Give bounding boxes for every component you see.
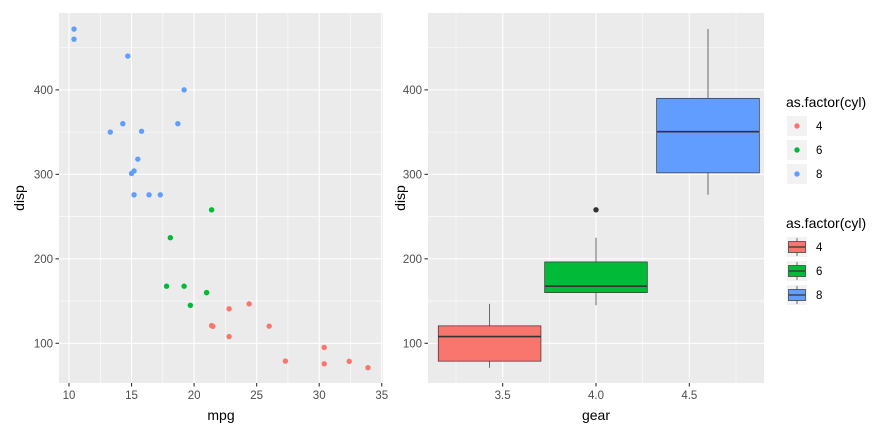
y-tick-label: 400 — [34, 85, 53, 97]
legend-item-8: 8 — [787, 164, 822, 184]
data-point-cyl-8 — [131, 192, 137, 198]
data-point-cyl-6 — [167, 235, 174, 241]
box-cyl-8 — [656, 29, 760, 195]
legend-point: as.factor(cyl) 4 6 8 — [786, 94, 866, 184]
data-point-cyl-8 — [71, 36, 77, 42]
data-point-cyl-4 — [365, 365, 371, 371]
legend-item-4: 4 — [787, 116, 823, 136]
data-point-cyl-8 — [120, 120, 126, 127]
legend-item-4: 4 — [787, 237, 823, 257]
boxplot-panel: 3.5 4.0 4.5 100 200 300 400 gear disp — [392, 13, 764, 423]
legend-label: 6 — [816, 266, 822, 278]
legend-box: as.factor(cyl) 4 6 8 — [786, 215, 866, 305]
box-outlier — [593, 207, 599, 213]
box-cyl-6 — [544, 207, 648, 306]
data-point-cyl-8 — [71, 26, 77, 32]
data-point-cyl-4 — [226, 333, 232, 340]
panel-background — [59, 13, 383, 383]
legend-key-point — [794, 171, 800, 177]
data-point-cyl-4 — [346, 358, 352, 364]
data-point-cyl-8 — [181, 87, 187, 93]
data-point-cyl-4 — [321, 361, 327, 367]
legend-label: 6 — [816, 145, 822, 157]
data-point-cyl-6 — [203, 289, 210, 296]
x-axis-title: gear — [582, 407, 610, 423]
legend-item-6: 6 — [787, 261, 822, 281]
data-point-cyl-8 — [175, 120, 181, 127]
x-tick-label: 10 — [63, 390, 76, 402]
x-tick-label: 4.5 — [681, 390, 697, 402]
data-point-cyl-6 — [208, 207, 215, 213]
data-point-cyl-4 — [321, 344, 327, 351]
box-body — [544, 261, 648, 293]
x-tick-label: 4.0 — [588, 390, 604, 402]
data-point-cyl-4 — [266, 323, 272, 329]
data-point-cyl-8 — [157, 192, 164, 198]
y-tick-label: 200 — [403, 254, 422, 266]
data-point-cyl-4 — [226, 306, 232, 312]
legend-label: 8 — [816, 290, 822, 302]
legend-label: 4 — [816, 121, 823, 133]
y-axis-title: disp — [392, 185, 408, 211]
data-point-cyl-4 — [208, 322, 215, 329]
x-tick-label: 25 — [250, 390, 263, 402]
x-tick-label: 15 — [125, 390, 138, 402]
data-point-cyl-6 — [163, 283, 170, 289]
y-tick-label: 400 — [403, 85, 422, 97]
legend-label: 8 — [816, 169, 822, 181]
y-tick-label: 300 — [403, 169, 422, 181]
y-tick-label: 100 — [34, 338, 53, 350]
data-point-cyl-4 — [282, 358, 289, 364]
y-tick-label: 300 — [34, 169, 53, 181]
legend-item-8: 8 — [787, 285, 822, 305]
box-body — [656, 97, 760, 174]
y-tick-label: 200 — [34, 254, 53, 266]
box-body — [437, 325, 542, 362]
y-axis-title: disp — [11, 185, 27, 211]
data-point-cyl-4 — [246, 301, 252, 307]
data-point-cyl-8 — [146, 192, 152, 198]
x-tick-label: 30 — [313, 390, 326, 402]
data-point-cyl-8 — [135, 156, 141, 162]
x-tick-label: 3.5 — [495, 390, 511, 402]
legend-title: as.factor(cyl) — [786, 94, 866, 110]
data-point-cyl-8 — [125, 53, 131, 59]
legend-key-point — [794, 147, 800, 153]
legend-key-point — [794, 123, 800, 129]
x-axis-title: mpg — [207, 407, 234, 423]
x-tick-label: 35 — [375, 390, 388, 402]
legend-area: as.factor(cyl) 4 6 8 as.factor(cyl) 4 6 8 — [786, 94, 866, 305]
legend-label: 4 — [816, 242, 823, 254]
legend-title: as.factor(cyl) — [786, 215, 866, 231]
data-point-cyl-6 — [187, 302, 194, 308]
data-point-cyl-8 — [138, 128, 145, 134]
data-point-cyl-6 — [181, 283, 187, 289]
legend-item-6: 6 — [787, 140, 822, 160]
data-point-cyl-8 — [128, 170, 135, 177]
data-point-cyl-8 — [107, 129, 113, 135]
y-tick-label: 100 — [403, 338, 422, 350]
scatter-panel: 10 15 20 25 30 35 100 200 300 400 mpg disp — [11, 13, 388, 423]
box-cyl-4 — [437, 303, 542, 368]
x-tick-label: 20 — [188, 390, 201, 402]
